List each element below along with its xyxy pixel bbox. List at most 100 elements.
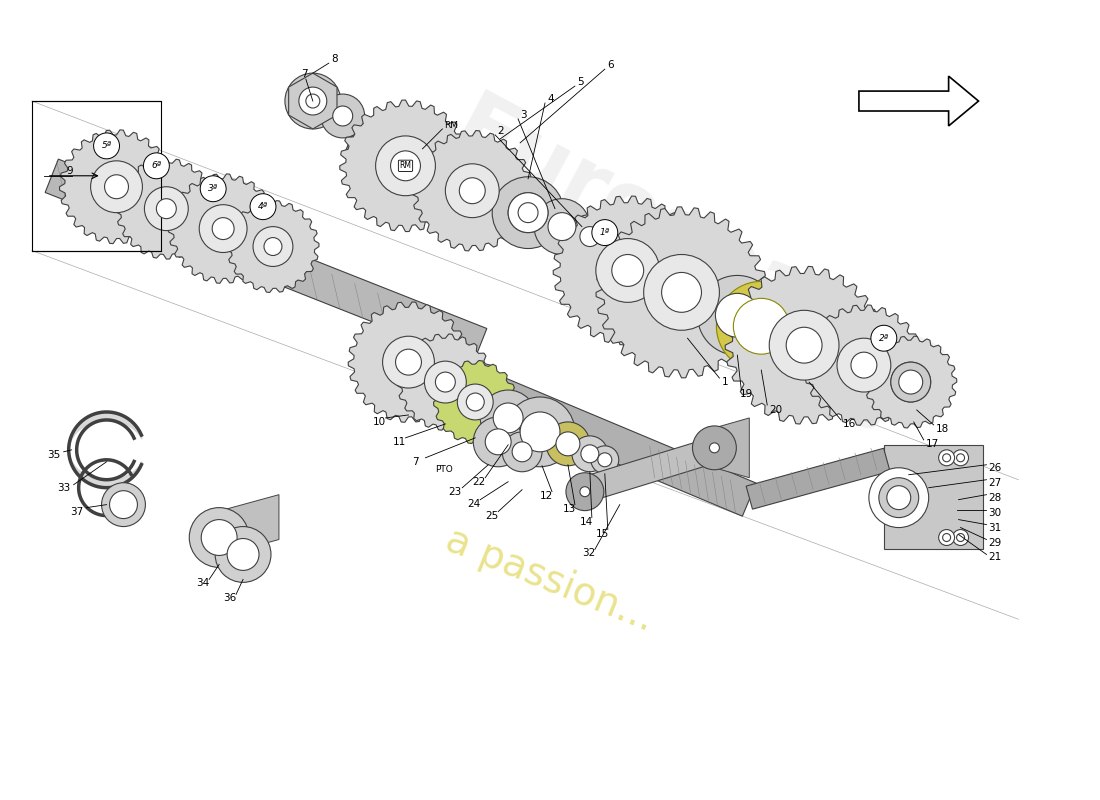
Circle shape [436,372,455,392]
Text: 6ª: 6ª [152,162,162,170]
Circle shape [94,133,120,159]
Circle shape [199,205,248,253]
Circle shape [957,454,965,462]
Circle shape [734,298,789,354]
Circle shape [492,177,564,249]
Polygon shape [345,128,625,266]
Circle shape [285,73,341,129]
Circle shape [156,198,176,218]
Circle shape [891,362,931,402]
Text: 8: 8 [331,54,338,64]
Circle shape [110,490,138,518]
Text: 4ª: 4ª [258,202,268,211]
Circle shape [581,445,598,462]
Circle shape [943,534,950,542]
Text: 13: 13 [563,504,576,514]
Text: 29: 29 [989,538,1002,547]
Circle shape [693,426,736,470]
Text: 36: 36 [223,594,236,603]
Text: 33: 33 [57,482,70,493]
Circle shape [520,412,560,452]
Circle shape [458,384,493,420]
Circle shape [216,526,271,582]
Circle shape [513,442,532,462]
Text: 30: 30 [989,508,1002,518]
Text: 5: 5 [576,77,583,87]
Text: 2ª: 2ª [879,334,889,342]
Text: 34: 34 [196,578,209,588]
Text: 19: 19 [739,389,752,399]
Polygon shape [746,448,890,509]
Text: 17: 17 [926,439,939,449]
Circle shape [189,508,249,567]
Text: 7: 7 [301,69,308,79]
Circle shape [425,361,466,403]
Text: 21: 21 [989,553,1002,562]
Text: 10: 10 [373,417,386,427]
Text: 3ª: 3ª [208,184,218,194]
Text: 4: 4 [547,94,553,104]
Circle shape [321,94,364,138]
Circle shape [894,493,904,502]
Circle shape [580,226,600,246]
Circle shape [580,486,590,497]
Polygon shape [865,336,957,428]
Circle shape [938,530,955,546]
Circle shape [396,349,421,375]
Text: a passion...: a passion... [440,520,660,638]
Polygon shape [340,100,471,231]
Polygon shape [714,418,749,478]
Text: 31: 31 [989,522,1002,533]
Circle shape [535,198,590,254]
Polygon shape [397,334,494,430]
Text: 26: 26 [989,462,1002,473]
Circle shape [375,136,436,196]
Circle shape [556,432,580,456]
Circle shape [769,310,839,380]
Circle shape [548,213,576,241]
Circle shape [201,519,238,555]
Circle shape [200,176,227,202]
Circle shape [299,87,327,115]
Text: 18: 18 [936,424,949,434]
Polygon shape [349,302,469,422]
Polygon shape [116,158,217,259]
Circle shape [473,417,524,466]
Circle shape [212,218,234,239]
Circle shape [565,473,604,510]
Polygon shape [433,361,517,443]
Text: 20: 20 [769,405,782,415]
Polygon shape [883,445,983,550]
Circle shape [481,390,536,446]
Text: 5ª: 5ª [101,142,111,150]
Polygon shape [553,196,702,345]
Text: RM: RM [399,162,411,170]
Circle shape [837,338,891,392]
Polygon shape [59,130,174,244]
Text: 16: 16 [843,419,856,429]
Circle shape [104,174,129,198]
Circle shape [597,453,612,466]
Circle shape [485,429,512,455]
Text: 1ª: 1ª [600,228,609,237]
Circle shape [446,164,499,218]
Circle shape [518,202,538,222]
Circle shape [612,254,643,286]
Text: PTO: PTO [436,466,453,474]
Circle shape [887,486,911,510]
Circle shape [592,220,618,246]
Circle shape [505,397,575,466]
Circle shape [715,294,759,338]
Circle shape [493,403,524,433]
Circle shape [869,468,928,527]
Polygon shape [206,494,279,559]
Text: 28: 28 [989,493,1002,502]
Circle shape [253,226,293,266]
Polygon shape [168,174,278,283]
Text: 24: 24 [468,498,481,509]
Text: 1: 1 [722,377,728,387]
Circle shape [943,454,950,462]
Circle shape [661,273,702,312]
Text: 35: 35 [47,450,60,460]
Text: 3: 3 [520,110,527,120]
